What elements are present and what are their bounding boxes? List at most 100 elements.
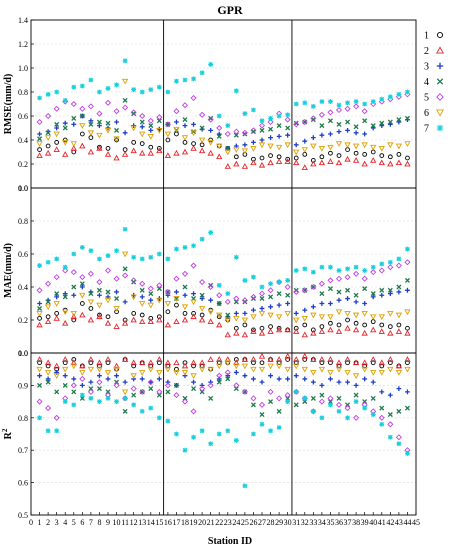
- data-point: [259, 127, 265, 133]
- data-point: [345, 119, 351, 125]
- data-point: [275, 144, 283, 151]
- x-tick-label: 10: [113, 518, 121, 527]
- data-point: [361, 160, 368, 167]
- data-point: [276, 113, 282, 119]
- data-point: [62, 366, 69, 373]
- data-point: [370, 291, 376, 297]
- data-point: [336, 121, 342, 127]
- data-point: [327, 314, 334, 321]
- data-point: [174, 289, 179, 295]
- data-point: [344, 311, 351, 317]
- data-point: [241, 148, 249, 155]
- data-point: [88, 248, 94, 254]
- data-point: [165, 418, 171, 424]
- data-point: [174, 302, 179, 308]
- data-point: [105, 253, 111, 259]
- data-point: [156, 392, 162, 398]
- data-point: [45, 92, 51, 97]
- data-point: [70, 313, 77, 320]
- data-point: [224, 369, 231, 376]
- data-point: [53, 105, 60, 112]
- data-point: [327, 277, 334, 284]
- data-point: [225, 373, 231, 379]
- data-point: [285, 301, 291, 306]
- data-point: [335, 366, 343, 373]
- data-point: [173, 382, 179, 388]
- data-point: [250, 314, 257, 321]
- data-point: [327, 286, 333, 292]
- y-tick-label: 0.4: [18, 283, 28, 292]
- data-point: [191, 122, 196, 127]
- data-point: [37, 301, 42, 306]
- data-point: [284, 116, 291, 123]
- x-tick-label: 6: [80, 518, 84, 527]
- data-point: [96, 359, 103, 366]
- x-tick-label: 4: [63, 518, 67, 527]
- data-point: [105, 120, 111, 126]
- data-point: [302, 307, 308, 313]
- data-point: [199, 296, 205, 301]
- data-point: [36, 287, 43, 294]
- data-point: [318, 366, 326, 373]
- data-point: [258, 352, 266, 359]
- data-point: [319, 154, 325, 160]
- data-point: [174, 119, 179, 125]
- data-point: [71, 115, 77, 121]
- data-point: [259, 306, 265, 311]
- data-point: [87, 316, 95, 323]
- data-point: [62, 267, 69, 274]
- data-point: [267, 328, 274, 334]
- data-point: [396, 152, 402, 157]
- data-point: [199, 428, 205, 434]
- data-point: [233, 160, 240, 167]
- data-point: [233, 329, 240, 336]
- data-point: [396, 386, 402, 392]
- data-point: [301, 118, 308, 126]
- data-point: [285, 112, 291, 118]
- data-point: [54, 291, 60, 297]
- data-point: [387, 421, 394, 428]
- data-point: [164, 321, 172, 328]
- data-point: [70, 363, 77, 370]
- data-point: [45, 299, 51, 305]
- data-point: [54, 140, 60, 145]
- data-point: [156, 146, 162, 151]
- data-point: [105, 146, 111, 151]
- data-point: [216, 376, 222, 382]
- data-point: [284, 352, 291, 359]
- data-point: [36, 311, 43, 317]
- data-point: [379, 363, 385, 369]
- data-point: [233, 382, 240, 389]
- data-point: [122, 395, 128, 401]
- data-point: [370, 99, 376, 104]
- data-point: [113, 362, 120, 369]
- data-point: [97, 363, 102, 369]
- data-point: [207, 366, 214, 373]
- data-point: [319, 291, 325, 297]
- data-point: [225, 291, 231, 296]
- data-point: [173, 149, 180, 156]
- data-point: [284, 158, 291, 164]
- data-point: [191, 76, 196, 82]
- data-point: [164, 359, 172, 366]
- data-point: [352, 326, 360, 333]
- data-point: [345, 147, 350, 152]
- data-point: [96, 119, 102, 125]
- data-point: [113, 108, 120, 115]
- data-point: [130, 373, 137, 380]
- data-point: [387, 356, 394, 362]
- data-point: [79, 245, 85, 250]
- x-tick-label: 27: [258, 518, 266, 527]
- data-point: [44, 359, 52, 366]
- data-point: [379, 120, 385, 126]
- data-point: [241, 331, 249, 338]
- x-tick-label: 37: [344, 518, 352, 527]
- data-point: [318, 111, 325, 118]
- data-point: [45, 143, 51, 149]
- data-point: [404, 329, 411, 336]
- data-point: [285, 376, 291, 382]
- data-point: [148, 123, 154, 129]
- series-6: [36, 251, 411, 324]
- data-point: [114, 127, 120, 133]
- data-point: [310, 370, 317, 376]
